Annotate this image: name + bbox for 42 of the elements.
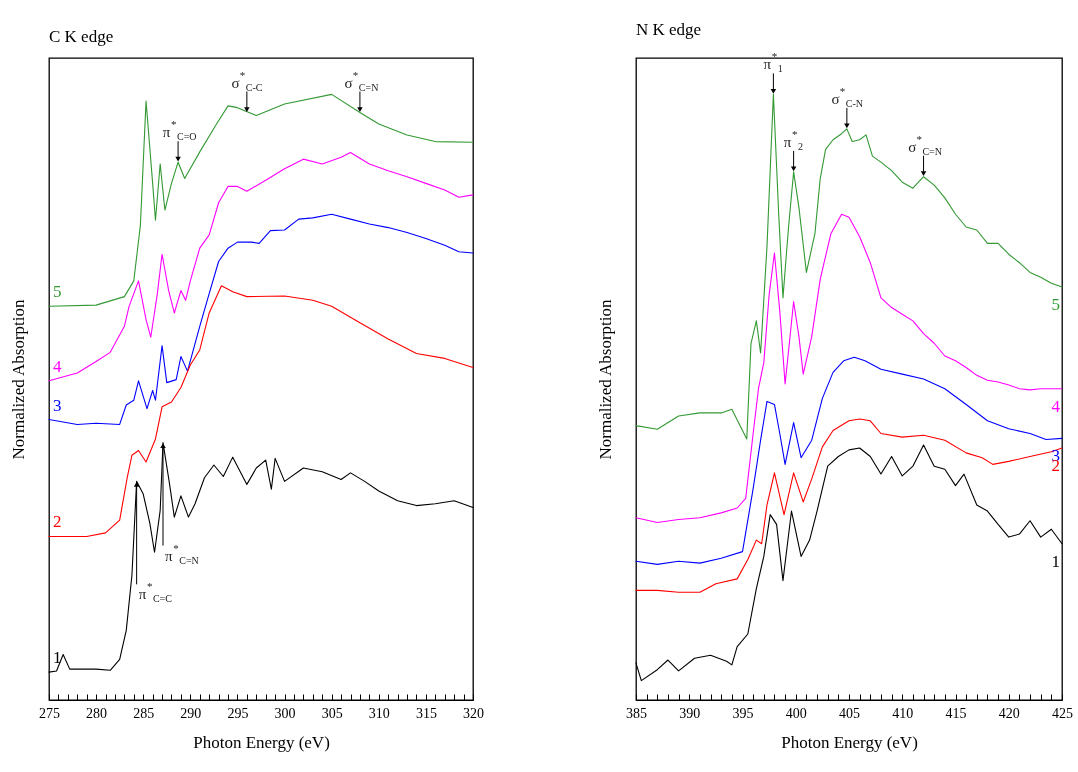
annotation: π*2 [783, 127, 804, 152]
annotation: π*1 [763, 50, 783, 75]
chart-title: C K edge [49, 27, 114, 46]
x-tick-label: 385 [626, 705, 647, 721]
annotation: π*C=O [162, 118, 197, 143]
x-axis-title: Photon Energy (eV) [193, 732, 330, 752]
annotation: σ*C-N [831, 84, 863, 109]
y-axis-title: Normalized Absorption [8, 298, 28, 460]
chart-title: N K edge [636, 20, 702, 40]
series-label: 3 [53, 395, 62, 415]
annotation: π*C=N [165, 541, 199, 566]
x-tick-label: 425 [1052, 705, 1073, 721]
x-tick-label: 280 [86, 705, 108, 721]
x-tick-label: 300 [274, 705, 296, 721]
series-label: 5 [53, 282, 62, 302]
y-axis-title: Normalized Absorption [595, 298, 615, 460]
x-tick-label: 315 [415, 705, 437, 721]
series-label: 1 [53, 648, 62, 668]
annotation: σ*C=N [908, 132, 942, 157]
series-label: 4 [53, 356, 62, 376]
x-axis-title: Photon Energy (eV) [781, 732, 918, 752]
annotation: σ*C=N [344, 68, 379, 93]
x-tick-label: 410 [892, 705, 914, 721]
x-tick-label: 405 [839, 705, 860, 721]
x-tick-label: 305 [321, 705, 343, 721]
series-label: 2 [53, 512, 62, 532]
x-tick-label: 400 [785, 705, 807, 721]
x-tick-label: 310 [368, 705, 390, 721]
series-label: 1 [1051, 551, 1060, 571]
x-tick-label: 295 [227, 705, 249, 721]
x-tick-label: 415 [945, 705, 967, 721]
x-tick-label: 420 [998, 705, 1020, 721]
x-tick-label: 275 [39, 705, 60, 721]
annotation: σ*C-C [231, 68, 263, 93]
x-tick-label: 290 [180, 705, 202, 721]
series-label: 4 [1051, 396, 1061, 416]
x-tick-label: 395 [732, 705, 754, 721]
x-tick-label: 390 [679, 705, 701, 721]
x-tick-label: 285 [133, 705, 155, 721]
annotation: π*C=C [138, 580, 173, 605]
x-tick-label: 320 [463, 705, 484, 721]
series-label: 5 [1051, 294, 1060, 314]
